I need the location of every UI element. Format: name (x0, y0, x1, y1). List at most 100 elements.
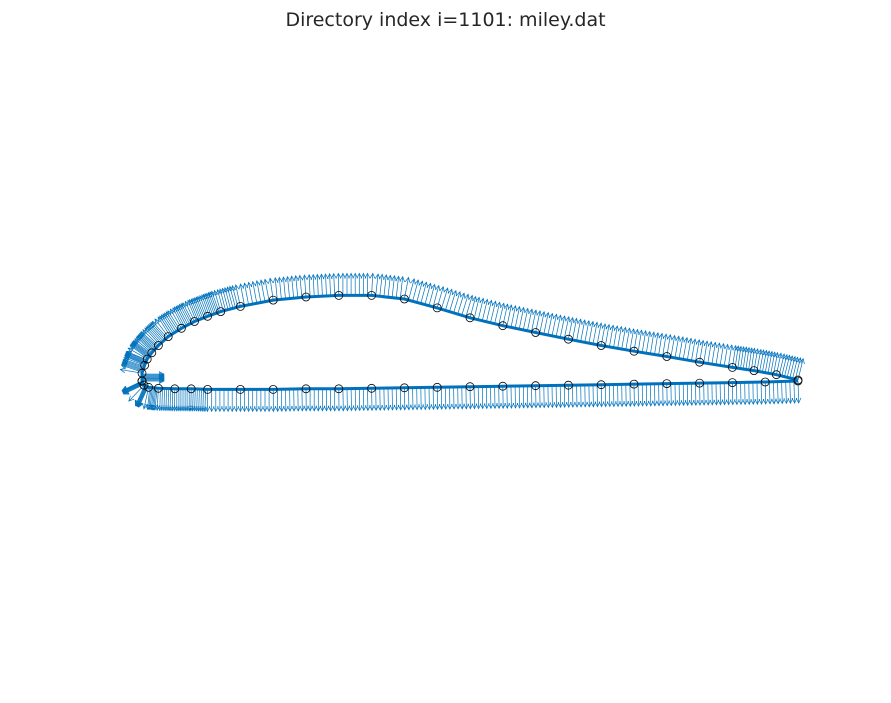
lower-normal-arrow-head (639, 400, 646, 407)
upper-normal-arrow-head (605, 323, 612, 331)
upper-normal-arrow-head (331, 272, 337, 279)
upper-normal-arrow-head (751, 347, 757, 354)
upper-normal-arrow (457, 292, 465, 315)
lower-normal-arrow-head (738, 399, 744, 406)
upper-normal-arrow (329, 273, 331, 296)
upper-normal-arrow-head (565, 316, 571, 323)
lower-normal-arrow-head (137, 401, 143, 408)
lower-normal-arrow-head (660, 400, 666, 407)
upper-normal-arrow-head (581, 319, 587, 326)
lower-normal-arrow-head (122, 388, 130, 394)
lower-normal-arrow-head (360, 405, 367, 412)
lower-normal-arrow-head (196, 405, 202, 412)
upper-normal-arrow (737, 346, 742, 369)
upper-normal-arrow-head (732, 344, 738, 352)
lower-normal-arrow-head (578, 401, 584, 408)
upper-normal-arrow (658, 333, 663, 356)
upper-normal-arrow (278, 277, 282, 300)
lower-normal-arrow-head (258, 406, 264, 413)
lower-normal-arrow-head (291, 405, 297, 412)
lower-normal-arrow-head (189, 405, 196, 412)
lower-surface-point (235, 384, 245, 394)
upper-normal-arrow (792, 357, 799, 379)
lower-surface-point (465, 382, 475, 392)
upper-normal-arrow (465, 295, 473, 317)
upper-surface-point (432, 303, 442, 313)
lower-normal-arrow-head (274, 406, 281, 413)
upper-normal-arrow-head (515, 305, 522, 313)
upper-normal-arrow (391, 275, 395, 298)
lower-normal-arrow-head (327, 405, 334, 412)
lower-normal-arrow-head (684, 400, 691, 407)
upper-normal-arrow-head (434, 284, 441, 292)
upper-normal-arrow-head (242, 282, 249, 289)
upper-normal-arrow (609, 325, 614, 347)
upper-normal-arrow (621, 327, 626, 350)
upper-normal-arrow (592, 322, 598, 344)
upper-normal-arrow-head (613, 325, 620, 332)
upper-normal-arrow-head (765, 350, 772, 357)
lower-normal-arrow-head (198, 405, 204, 412)
upper-normal-arrow-head (172, 307, 178, 314)
lower-normal-arrow-head (664, 400, 670, 407)
upper-normal-arrow-head (344, 272, 350, 279)
upper-normal-arrow-head (352, 272, 359, 279)
upper-normal-arrow-head (491, 300, 498, 307)
upper-normal-arrow-head (495, 301, 502, 308)
upper-normal-arrow-head (447, 288, 454, 295)
upper-normal-arrow (527, 309, 533, 331)
upper-normal-arrow-head (711, 341, 718, 348)
lower-normal-arrow-head (656, 400, 662, 407)
upper-surface-point (772, 370, 781, 380)
upper-normal-arrow-head (184, 300, 190, 308)
lower-normal-arrow-head (565, 401, 572, 408)
lower-normal-arrow-head (463, 403, 470, 410)
lower-normal-arrow-head (237, 406, 244, 413)
upper-normal-arrow (227, 286, 234, 309)
lower-normal-arrow-head (561, 402, 568, 408)
lower-normal-arrow-head (512, 402, 519, 409)
upper-surface-point (190, 317, 199, 326)
upper-normal-arrow-head (691, 338, 698, 345)
upper-normal-arrow-head (796, 357, 803, 364)
lower-normal-arrow-head (229, 406, 236, 413)
upper-normal-arrow-head (601, 323, 608, 330)
lower-normal-arrow-head (762, 398, 769, 405)
lower-normal-arrow-head (692, 399, 699, 406)
lower-normal-arrow-head (500, 403, 506, 409)
upper-normal-arrow-head (121, 362, 128, 368)
upper-normal-arrow (321, 274, 323, 297)
upper-normal-arrow-head (137, 334, 144, 341)
upper-normal-arrow (650, 332, 655, 354)
upper-normal-arrow-head (548, 312, 555, 319)
lower-normal-arrow (773, 381, 775, 404)
upper-surface-point (216, 307, 226, 317)
lower-normal-arrow-head (123, 389, 130, 395)
upper-normal-arrow-head (228, 285, 234, 292)
lower-normal-arrow-head (549, 402, 556, 409)
lower-normal-arrow-head (643, 400, 650, 407)
lower-normal-arrow-head (356, 405, 363, 412)
upper-surface-point (749, 366, 759, 376)
lower-normal-arrow-head (520, 402, 527, 409)
upper-normal-arrow (551, 314, 557, 336)
lower-normal-arrow-head (676, 400, 683, 407)
lower-normal-arrow-head (369, 405, 375, 412)
lower-normal-arrow-head (438, 404, 445, 410)
upper-normal-arrow-head (569, 316, 575, 324)
lower-surface-point (629, 379, 639, 389)
lower-normal-arrow-head (459, 403, 465, 410)
upper-normal-arrow (764, 350, 770, 373)
upper-normal-arrow (641, 330, 647, 353)
upper-normal-arrow-head (748, 347, 754, 354)
upper-normal-arrow-head (464, 293, 470, 300)
upper-normal-arrow (762, 350, 767, 373)
upper-normal-arrow-head (306, 274, 313, 281)
lower-normal-arrow-head (479, 403, 486, 410)
upper-normal-arrow (170, 309, 182, 329)
upper-normal-arrow (224, 287, 231, 310)
upper-normal-arrow (539, 311, 545, 334)
lower-normal-arrow-head (533, 402, 539, 409)
upper-normal-arrow-head (630, 328, 636, 335)
upper-normal-arrow (670, 335, 676, 358)
